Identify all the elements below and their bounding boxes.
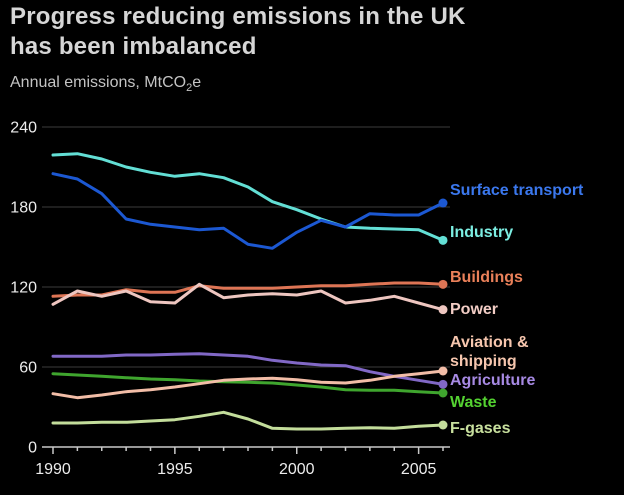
series-endpoint-power <box>438 305 448 315</box>
legend-waste: Waste <box>450 394 497 411</box>
x-axis-label: 2000 <box>279 461 315 478</box>
x-axis-label: 1990 <box>35 461 71 478</box>
page-title: Progress reducing emissions in the UK ha… <box>10 3 466 60</box>
series-line-power <box>51 282 445 312</box>
series-endpoint-buildings <box>438 279 448 289</box>
series-endpoint-surface-transport <box>438 198 448 208</box>
y-axis-label: 60 <box>19 360 37 377</box>
y-axis-label: 180 <box>10 200 37 217</box>
legend-aviation-shipping: Aviation & shipping <box>450 334 529 370</box>
series-endpoint-waste <box>438 388 448 398</box>
legend-industry: Industry <box>450 224 514 241</box>
legend-agriculture: Agriculture <box>450 372 536 389</box>
series-line-industry <box>51 152 445 242</box>
x-axis-label: 2005 <box>401 461 437 478</box>
series-endpoint-industry <box>438 235 448 245</box>
y-axis-label: 240 <box>10 120 37 137</box>
series-endpoint-agriculture <box>438 379 448 389</box>
legend-f-gases: F-gases <box>450 420 511 437</box>
y-axis-label: 0 <box>28 440 37 457</box>
x-axis-label: 1995 <box>157 461 193 478</box>
legend-buildings: Buildings <box>450 269 523 286</box>
chart-units-label: Annual emissions, MtCO2e <box>10 74 202 95</box>
series-line-aviation-shipping <box>51 369 445 400</box>
series-line-agriculture <box>51 352 445 386</box>
y-axis-label: 120 <box>10 280 37 297</box>
series-line-f-gases <box>51 410 445 431</box>
legend-surface-transport: Surface transport <box>450 182 584 199</box>
series-endpoint-f-gases <box>438 420 448 430</box>
series-line-waste <box>51 372 445 395</box>
legend-power: Power <box>450 301 499 318</box>
series-line-surface-transport <box>51 172 445 250</box>
series-endpoint-aviation-shipping <box>438 366 448 376</box>
